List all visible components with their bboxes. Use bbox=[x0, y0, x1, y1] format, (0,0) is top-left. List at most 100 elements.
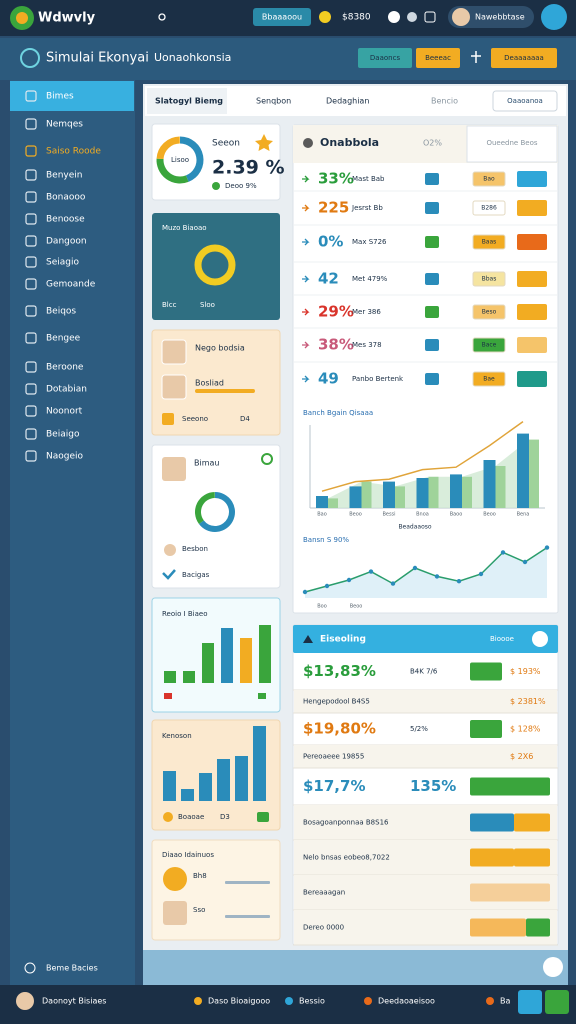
x-tick-label: Beoo bbox=[483, 512, 496, 518]
tab[interactable]: Bencio bbox=[431, 97, 458, 106]
row-button[interactable] bbox=[517, 371, 547, 387]
nav-button-label[interactable]: Deaaaaaaa bbox=[504, 54, 544, 62]
point bbox=[456, 579, 462, 584]
donut-segment bbox=[195, 492, 216, 524]
bottom-button[interactable] bbox=[545, 990, 569, 1014]
nav-button-label[interactable]: Beeeac bbox=[425, 54, 451, 62]
row-button[interactable] bbox=[517, 200, 547, 216]
table-header: O2% bbox=[423, 139, 442, 148]
row-icon bbox=[302, 204, 310, 212]
card bbox=[151, 719, 281, 831]
sidebar-item[interactable]: Bimes bbox=[46, 92, 74, 102]
point bbox=[478, 571, 484, 577]
bar bbox=[517, 433, 529, 508]
row-label: Panbo Bertenk bbox=[352, 375, 404, 383]
sidebar-item[interactable]: Beiaigo bbox=[46, 430, 80, 440]
tab-button-label[interactable]: Oaaoanoa bbox=[507, 97, 543, 105]
line bbox=[304, 546, 548, 593]
sidebar-icon bbox=[25, 428, 37, 440]
bottom-item[interactable]: Daso Bioaigooo bbox=[208, 997, 270, 1006]
bar bbox=[395, 486, 405, 508]
row-button[interactable] bbox=[517, 337, 547, 353]
tab[interactable]: Senqbon bbox=[256, 97, 291, 106]
card-footer: Sloo bbox=[200, 301, 215, 309]
sidebar-item[interactable]: Dotabian bbox=[46, 385, 87, 395]
bottom-icon bbox=[364, 997, 372, 1005]
bar bbox=[240, 638, 252, 683]
row-tag bbox=[472, 171, 506, 187]
sidebar-item[interactable]: Gemoande bbox=[46, 280, 96, 290]
row-button[interactable] bbox=[517, 304, 547, 320]
tab[interactable]: Slatogyl Biemg bbox=[155, 97, 223, 106]
nav-button[interactable] bbox=[358, 48, 412, 68]
row-button[interactable] bbox=[517, 171, 547, 187]
sidebar-footer: Beme Bacies bbox=[46, 964, 98, 973]
panel-button[interactable] bbox=[532, 631, 548, 647]
row-tag bbox=[472, 304, 506, 320]
card-footer: Boaoae bbox=[178, 813, 204, 821]
nav-button-label[interactable]: Daaoncs bbox=[370, 54, 401, 62]
card-title: Diaao Idainuos bbox=[162, 851, 214, 859]
sidebar-item[interactable]: Bengee bbox=[46, 334, 81, 344]
sidebar-item[interactable]: Beroone bbox=[46, 363, 84, 373]
user-chip[interactable] bbox=[448, 6, 534, 28]
sidebar-item[interactable]: Beiqos bbox=[46, 307, 76, 317]
sidebar-item[interactable]: Naogeio bbox=[46, 452, 84, 462]
point bbox=[412, 565, 418, 571]
sidebar-item[interactable]: Noonort bbox=[46, 407, 83, 417]
nav-title: Simulai Ekonyai bbox=[46, 51, 149, 66]
sidebar-icon bbox=[25, 213, 37, 225]
point bbox=[324, 583, 330, 589]
bar bbox=[221, 628, 233, 683]
bottom-button[interactable] bbox=[518, 990, 542, 1014]
bar bbox=[217, 759, 230, 801]
sidebar-icon bbox=[25, 278, 37, 290]
donut-segment bbox=[156, 158, 189, 184]
sidebar-item[interactable]: Nemqes bbox=[46, 120, 83, 130]
bottom-item[interactable]: Daonoyt Bisiaes bbox=[42, 997, 106, 1006]
row-icon bbox=[302, 275, 310, 283]
row-tag bbox=[472, 371, 506, 387]
tab[interactable]: Dedaghian bbox=[326, 97, 369, 106]
sidebar-item[interactable]: Seiagio bbox=[46, 258, 79, 268]
nav-button[interactable] bbox=[416, 48, 460, 68]
row-badge bbox=[425, 202, 439, 214]
top-button-label[interactable]: Bbaaaoou bbox=[262, 13, 302, 22]
tab-button[interactable] bbox=[492, 90, 558, 112]
row-icon bbox=[302, 341, 310, 349]
row-value: Pereoaeee 19855 bbox=[303, 753, 364, 761]
bottom-item[interactable]: Deedaoaeisoo bbox=[378, 997, 435, 1006]
sidebar-item[interactable]: Benyein bbox=[46, 171, 82, 181]
row-icon bbox=[302, 375, 310, 383]
bar bbox=[383, 481, 395, 508]
bar bbox=[259, 625, 271, 683]
sidebar-item[interactable]: Benoose bbox=[46, 215, 85, 225]
card-footer: Besbon bbox=[182, 545, 208, 553]
main-footer bbox=[143, 950, 568, 985]
row-value: 38% bbox=[318, 336, 354, 354]
bottom-item[interactable]: Ba bbox=[500, 997, 510, 1006]
bottom-item[interactable]: Bessio bbox=[299, 997, 325, 1006]
panel-button-label[interactable]: Bioooe bbox=[490, 635, 514, 643]
top-button[interactable] bbox=[253, 8, 311, 26]
card bbox=[152, 213, 280, 320]
row-tag bbox=[472, 234, 506, 250]
row-value: $17,7% bbox=[303, 777, 365, 795]
chart-title: Banch Bgain Qisaaa bbox=[303, 409, 373, 417]
row-button[interactable] bbox=[517, 234, 547, 250]
sidebar-item[interactable]: Dangoon bbox=[46, 237, 87, 247]
row-button[interactable] bbox=[517, 271, 547, 287]
profile-button[interactable] bbox=[541, 4, 567, 30]
x-tick-label: Beoo bbox=[349, 512, 362, 518]
row-tag-label: Bae bbox=[483, 376, 495, 383]
sidebar-item[interactable]: Bonaooo bbox=[46, 193, 86, 203]
bottom-icon bbox=[486, 997, 494, 1005]
nav-button[interactable] bbox=[491, 48, 557, 68]
row-value: $19,80% bbox=[303, 720, 376, 738]
avatar bbox=[161, 374, 187, 400]
table-header: Oueedne Beos bbox=[486, 139, 537, 147]
row-pill bbox=[514, 848, 550, 867]
float-button[interactable] bbox=[543, 957, 563, 977]
sidebar-item[interactable]: Saiso Roode bbox=[46, 147, 101, 157]
